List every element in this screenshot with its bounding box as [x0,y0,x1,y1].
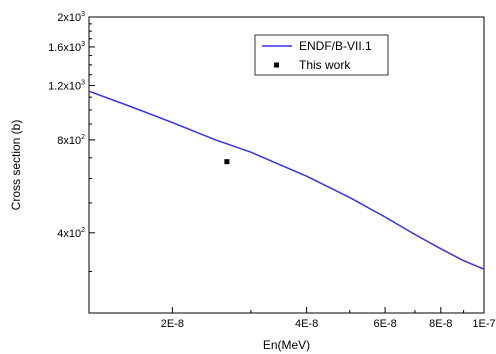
x-axis: 2E-8 4E-8 6E-8 8E-8 1E-7 [161,307,496,330]
y-tick-label: 1.2x103 [48,80,85,93]
legend-label: This work [299,58,351,72]
x-tick-label: 1E-7 [472,318,495,330]
y-tick-exponent: 3 [81,80,85,87]
y-tick-label: 4x102 [57,227,85,240]
y-tick-exponent: 2 [81,134,85,141]
y-tick-mantissa: 8x10 [57,135,81,147]
legend: ENDF/B-VII.1 This work [254,34,389,76]
plot-area [88,16,485,314]
plot-frame [88,16,485,314]
y-tick-exponent: 3 [81,11,85,18]
x-tick-label: 4E-8 [295,318,318,330]
data-point-this-work [224,159,230,165]
series-layer [88,90,485,270]
y-tick-label: 1.6x103 [48,41,85,54]
y-axis-title: Cross section (b) [9,120,23,211]
y-tick-mantissa: 1.2x10 [48,81,81,93]
y-tick-exponent: 2 [81,227,85,234]
legend-swatch-marker [274,62,279,68]
legend-box [254,34,389,76]
y-tick-exponent: 3 [81,41,85,48]
x-axis-title: En(MeV) [263,338,310,352]
series-line-endf [88,90,485,270]
y-tick-mantissa: 4x10 [57,228,81,240]
x-tick-label: 8E-8 [429,318,452,330]
x-tick-label: 2E-8 [161,318,184,330]
y-tick-mantissa: 1.6x10 [48,42,81,54]
y-tick-label: 8x102 [57,134,85,147]
y-tick-label: 2x103 [57,11,85,24]
y-tick-mantissa: 2x10 [57,12,81,24]
legend-label: ENDF/B-VII.1 [299,39,372,53]
x-tick-label: 6E-8 [373,318,396,330]
